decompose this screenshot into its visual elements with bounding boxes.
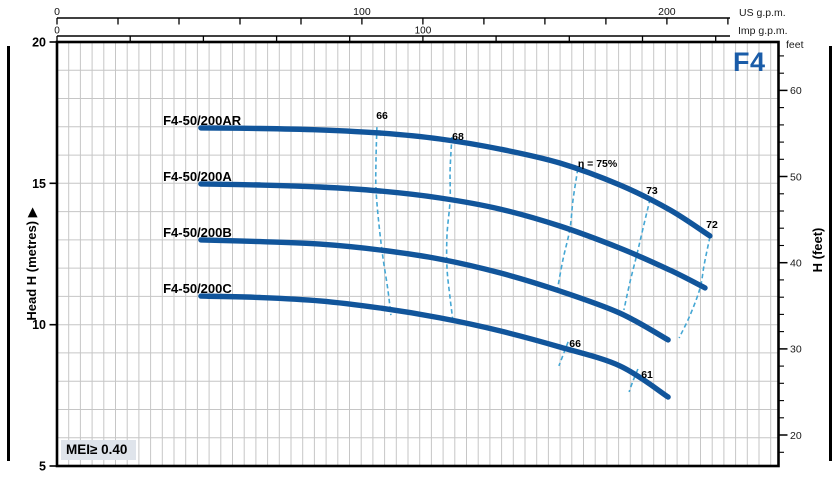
- head-feet-axis-title: H (feet): [810, 227, 825, 273]
- svg-text:5: 5: [39, 460, 46, 474]
- pump-curve-F4-50/200C: [198, 293, 671, 400]
- svg-text:20: 20: [790, 430, 802, 442]
- svg-text:0: 0: [54, 26, 60, 37]
- imp-gpm-unit-label: Imp g.p.m.: [738, 25, 788, 37]
- svg-text:72: 72: [706, 219, 718, 231]
- top-axis-us-gpm: 0 100 200: [54, 6, 730, 25]
- svg-text:66: 66: [569, 338, 581, 350]
- svg-text:100: 100: [415, 26, 432, 37]
- pump-curves: [198, 125, 713, 400]
- pump-curve-F4-50/200A: [198, 181, 708, 291]
- efficiency-contours: [374, 127, 711, 393]
- left-axis-metres: 20 15 10 5: [32, 36, 57, 474]
- svg-text:F4-50/200C: F4-50/200C: [163, 281, 232, 296]
- svg-text:15: 15: [32, 177, 46, 191]
- svg-text:68: 68: [452, 131, 464, 143]
- svg-text:66: 66: [376, 110, 388, 122]
- svg-text:50: 50: [790, 171, 802, 183]
- svg-text:0: 0: [54, 6, 60, 18]
- pump-curve-F4-50/200B: [198, 237, 671, 343]
- svg-text:60: 60: [790, 85, 802, 97]
- efficiency-line-66: [558, 341, 569, 367]
- feet-unit-label: feet: [786, 39, 804, 51]
- efficiency-labels: 66 68 η = 75% 73 72 66 61: [376, 110, 718, 381]
- svg-text:F4-50/200AR: F4-50/200AR: [163, 113, 242, 128]
- svg-text:73: 73: [646, 185, 658, 197]
- grid: [57, 42, 779, 466]
- right-axis-feet: 60 50 40 30 20: [778, 55, 802, 453]
- svg-text:61: 61: [641, 369, 653, 381]
- svg-text:η = 75%: η = 75%: [578, 158, 618, 170]
- efficiency-line-68: [445, 136, 454, 323]
- svg-text:F4-50/200A: F4-50/200A: [163, 169, 232, 184]
- svg-text:F4-50/200B: F4-50/200B: [163, 225, 232, 240]
- left-margin-rule: [7, 46, 10, 461]
- top-axis-imp-gpm: 0 100: [54, 26, 730, 42]
- efficiency-line-61: [628, 368, 639, 393]
- plot-border: [55, 40, 780, 468]
- svg-text:40: 40: [790, 258, 802, 270]
- svg-text:100: 100: [353, 6, 371, 18]
- curve-labels: F4-50/200AR F4-50/200A F4-50/200B F4-50/200…: [163, 113, 242, 296]
- svg-text:30: 30: [790, 344, 802, 356]
- pump-series-badge: F4: [733, 47, 766, 77]
- mei-rating-label: MEI≥ 0.40: [61, 440, 137, 460]
- pump-curve-F4-50/200AR: [198, 125, 713, 239]
- head-metres-axis-title: Head H (metres) ▶: [24, 207, 39, 321]
- right-margin-rule: [829, 46, 832, 461]
- svg-text:20: 20: [32, 36, 46, 50]
- efficiency-line-66: [374, 127, 392, 316]
- us-gpm-unit-label: US g.p.m.: [739, 7, 786, 19]
- svg-text:10: 10: [32, 318, 46, 332]
- svg-text:200: 200: [658, 6, 676, 18]
